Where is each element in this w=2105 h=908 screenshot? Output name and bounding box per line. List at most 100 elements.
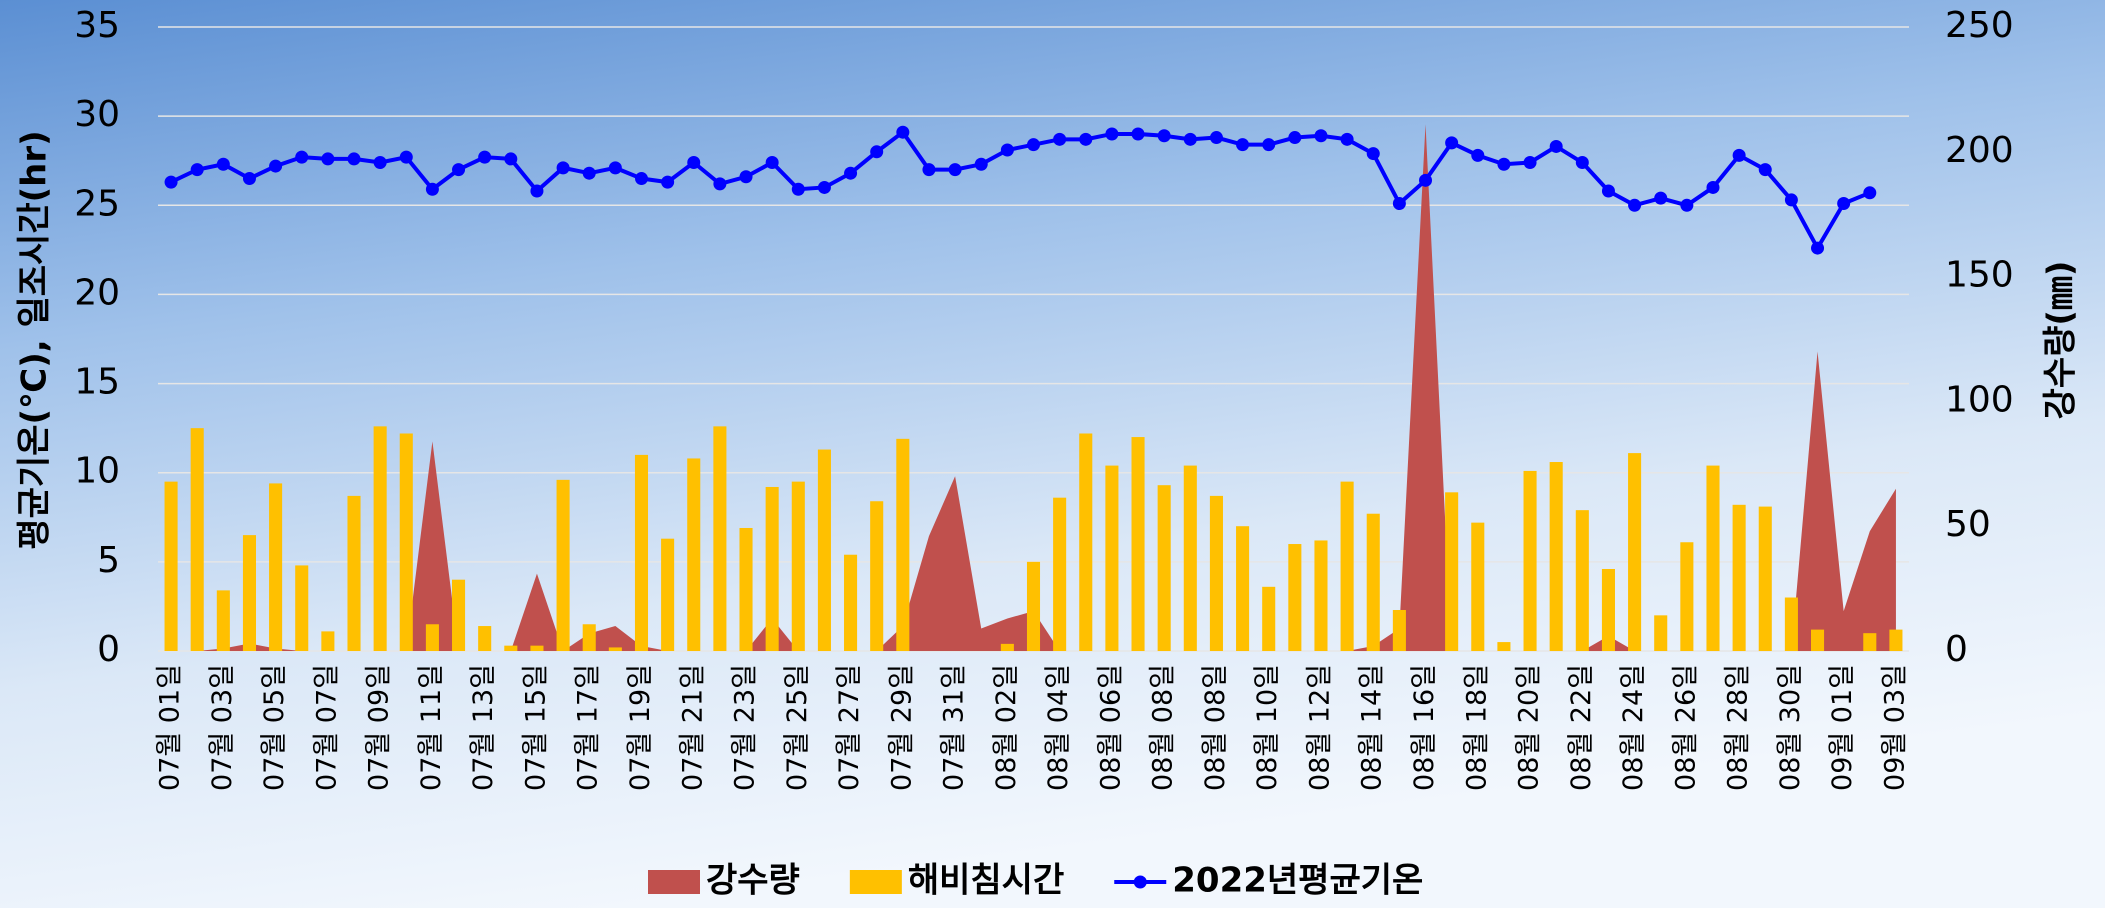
line-point: [1079, 132, 1093, 146]
line-point: [1000, 143, 1014, 157]
line-point: [216, 157, 230, 171]
line-point: [425, 182, 439, 196]
bar: [608, 647, 622, 651]
legend-label: 강수량: [706, 861, 800, 901]
bar: [1654, 615, 1668, 651]
y-tick-label: 0: [97, 629, 120, 670]
y2-tick-label: 250: [1945, 5, 2014, 46]
x-tick-label: 07월 21일: [677, 664, 708, 791]
bar: [1601, 568, 1615, 651]
bar: [1340, 481, 1354, 651]
line-point: [1549, 139, 1563, 153]
line-point: [739, 170, 753, 184]
bar: [765, 486, 779, 651]
line-point: [791, 182, 805, 196]
bar: [1445, 492, 1459, 651]
line-point: [1288, 131, 1302, 145]
x-tick-label: 07월 15일: [520, 664, 551, 791]
line-point: [1654, 191, 1668, 205]
line-point: [1758, 163, 1772, 177]
bar: [1157, 485, 1171, 651]
legend-swatch: [849, 870, 902, 894]
line-point: [844, 166, 858, 180]
line-point: [1027, 138, 1040, 152]
line-point: [1471, 148, 1485, 162]
bar: [1262, 586, 1276, 651]
line-point: [295, 150, 309, 164]
line-point: [817, 180, 831, 194]
bar: [242, 535, 257, 651]
bar: [295, 565, 309, 651]
x-tick-label: 08월 18일: [1461, 664, 1492, 791]
bar: [1053, 497, 1067, 651]
x-tick-label: 07월 07일: [311, 664, 342, 791]
line-point: [452, 163, 466, 177]
bar: [634, 454, 649, 651]
x-tick-label: 08월 04일: [1043, 664, 1074, 791]
line-point: [922, 163, 936, 177]
x-tick-label: 07월 01일: [155, 664, 186, 791]
line-point: [1523, 155, 1537, 169]
y-tick-label: 30: [74, 94, 120, 135]
line-point: [1837, 197, 1851, 211]
line-point: [1366, 147, 1380, 161]
line-point: [1732, 148, 1746, 162]
line-point: [1497, 157, 1511, 171]
line-point: [269, 159, 283, 173]
x-tick-label: 08월 14일: [1357, 664, 1388, 791]
y2-tick-label: 150: [1945, 255, 2014, 296]
bar: [399, 433, 413, 651]
x-tick-label: 07월 25일: [782, 664, 813, 791]
line-point: [321, 152, 335, 166]
bar: [347, 495, 361, 651]
bar: [1314, 540, 1328, 651]
x-tick-label: 08월 12일: [1304, 664, 1335, 791]
bar: [504, 645, 518, 651]
bar: [1549, 462, 1563, 651]
x-tick-label: 07월 13일: [468, 664, 499, 791]
x-tick-label: 07월 09일: [364, 664, 395, 791]
bar: [1000, 643, 1014, 651]
x-tick-label: 07월 03일: [207, 664, 238, 791]
line-point: [373, 155, 387, 169]
x-tick-label: 08월 20일: [1514, 664, 1545, 791]
y-tick-label: 10: [74, 451, 120, 492]
bar: [582, 624, 596, 651]
bar: [844, 554, 858, 651]
bar: [896, 438, 910, 651]
bar: [321, 631, 335, 651]
bar: [1810, 629, 1825, 651]
bar: [817, 449, 831, 651]
bar: [1523, 470, 1537, 651]
bar: [1209, 495, 1223, 651]
bar: [739, 527, 753, 651]
line-point: [530, 184, 544, 198]
line-point: [1157, 129, 1171, 143]
x-tick-label: 07월 11일: [416, 664, 447, 791]
line-point: [347, 152, 361, 166]
bar: [164, 481, 178, 651]
line-point: [504, 152, 518, 166]
y-tick-label: 15: [74, 362, 120, 403]
y-tick-label: 20: [74, 272, 120, 313]
line-point: [948, 163, 962, 177]
line-point: [1183, 132, 1197, 146]
bar: [1366, 513, 1380, 651]
x-tick-label: 08월 22일: [1566, 664, 1597, 791]
bar: [1471, 522, 1485, 651]
line-point: [1784, 193, 1798, 207]
bar: [1392, 609, 1406, 651]
bar: [661, 538, 675, 651]
x-tick-label: 07월 31일: [939, 664, 970, 791]
bar: [1784, 597, 1798, 651]
line-point: [399, 150, 413, 164]
x-tick-label: 09월 03일: [1879, 664, 1910, 791]
bar: [687, 458, 701, 651]
x-tick-label: 07월 17일: [573, 664, 604, 791]
x-tick-label: 08월 26일: [1670, 664, 1701, 791]
line-point: [1340, 132, 1354, 146]
x-tick-label: 08월 08일: [1200, 664, 1231, 791]
x-tick-label: 08월 08일: [1148, 664, 1179, 791]
line-point: [1575, 155, 1589, 169]
